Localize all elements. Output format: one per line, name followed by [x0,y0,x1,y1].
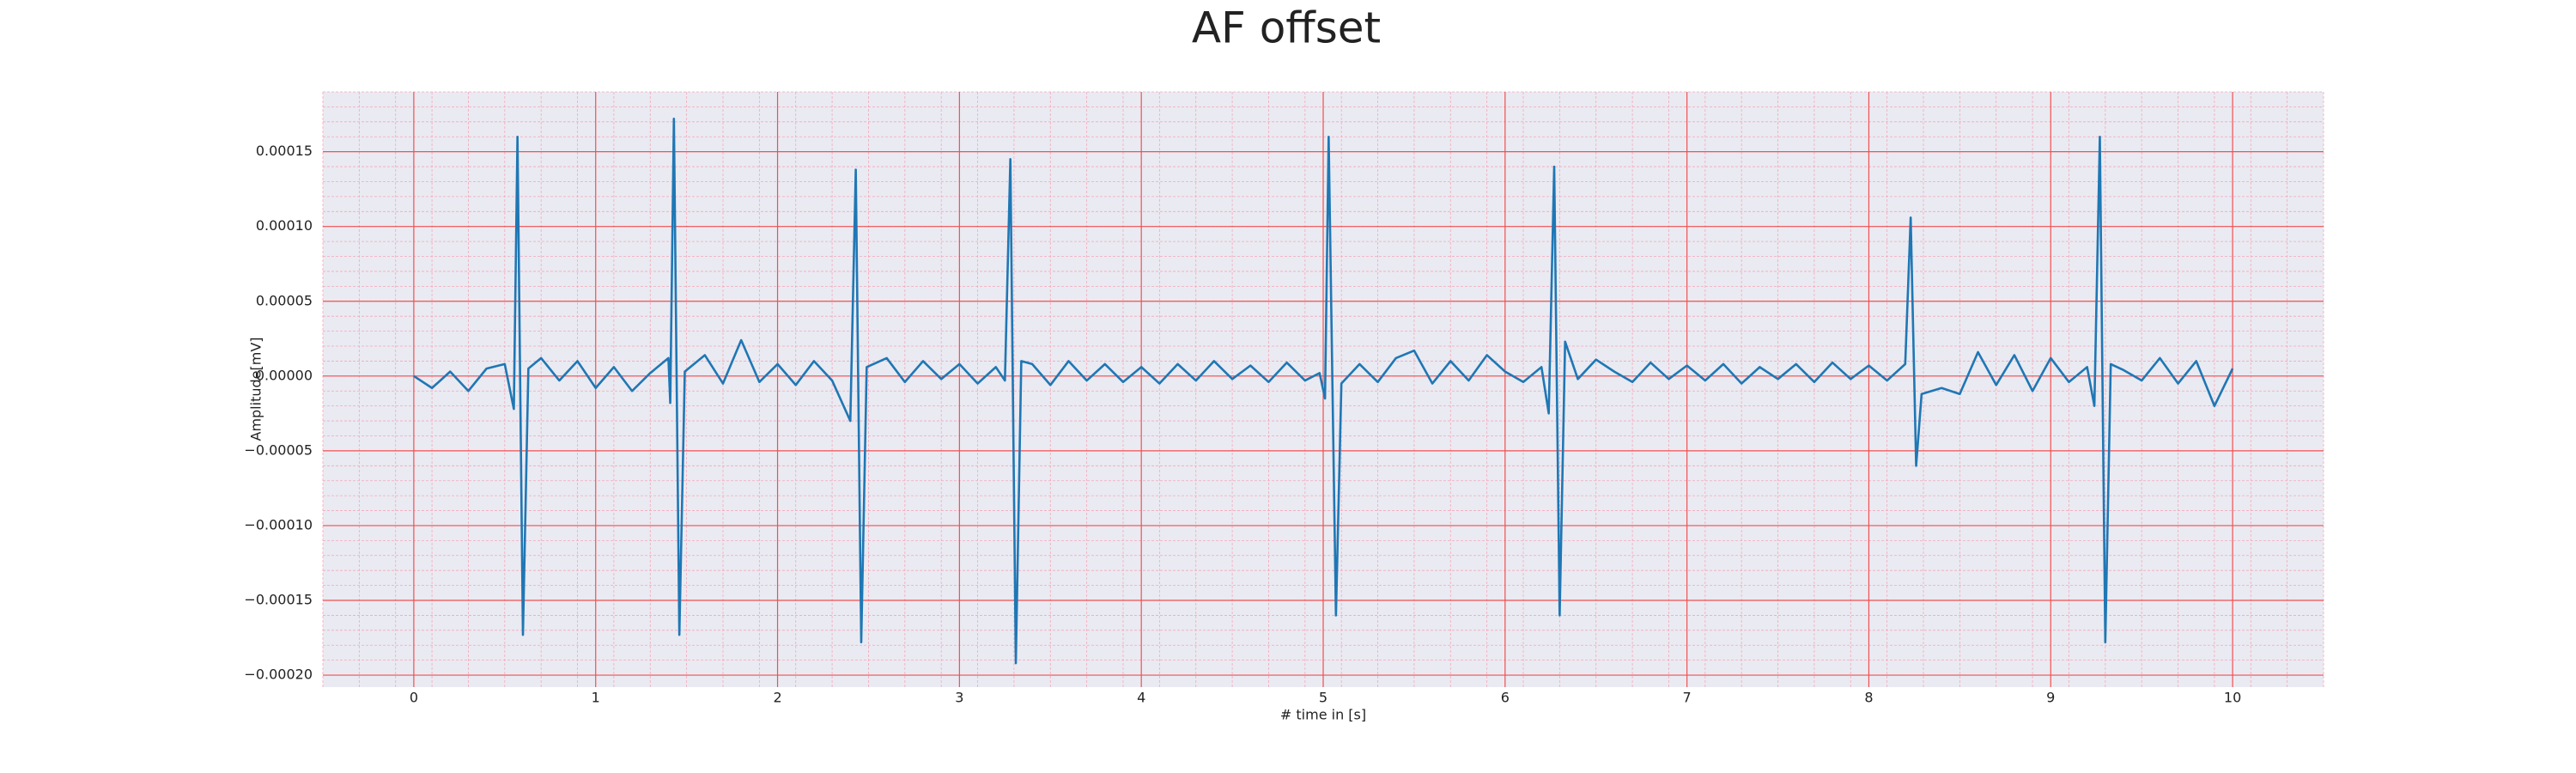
y-tick-label: −0.00010 [244,516,313,533]
y-axis-label: Amplitude[mV] [248,337,264,441]
ecg-line [413,118,2234,665]
x-tick-label: 4 [1137,690,1145,706]
y-tick-label: 0.00000 [256,367,313,383]
y-tick-label: 0.00010 [256,217,313,234]
x-tick-label: 6 [1501,690,1510,706]
x-tick-label: 2 [773,690,781,706]
y-tick-label: −0.00005 [244,441,313,458]
plot-area [322,91,2324,687]
y-tick-label: 0.00005 [256,292,313,308]
x-tick-label: 5 [1319,690,1327,706]
x-tick-label: 0 [410,690,418,706]
y-tick-label: −0.00020 [244,666,313,683]
x-tick-label: 3 [955,690,963,706]
y-tick-label: 0.00015 [256,143,313,159]
y-tick-label: −0.00015 [244,592,313,608]
x-tick-label: 10 [2224,690,2241,706]
x-tick-label: 1 [592,690,600,706]
x-tick-label: 9 [2046,690,2055,706]
x-tick-label: 8 [1864,690,1873,706]
x-tick-label: 7 [1683,690,1692,706]
chart-title: AF offset [1192,3,1381,53]
x-axis-label: # time in [s] [1280,707,1366,723]
